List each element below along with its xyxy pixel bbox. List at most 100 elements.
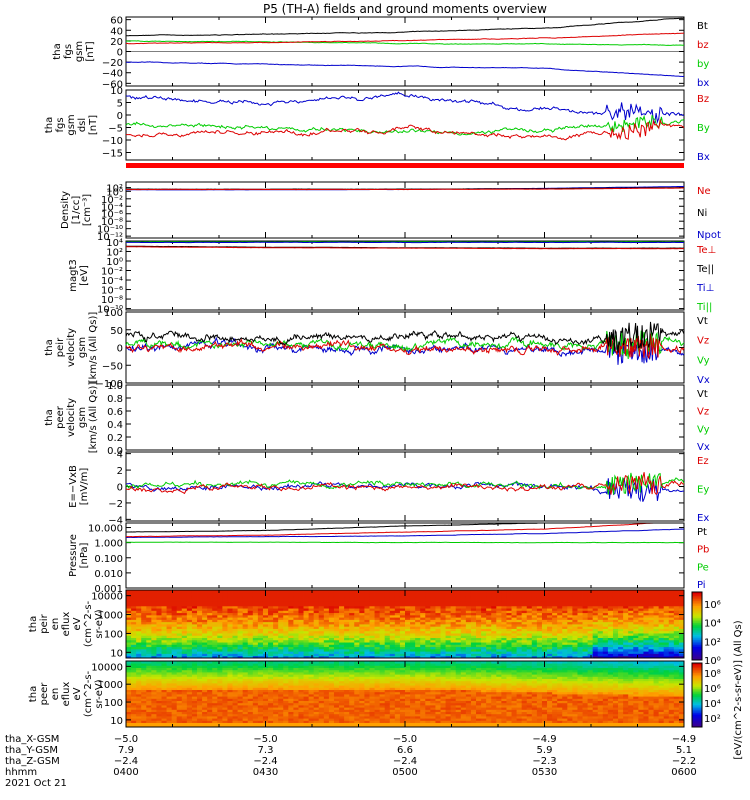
- spectrogram-cell: [582, 635, 589, 638]
- spectrogram-cell: [257, 718, 264, 721]
- spectrogram-cell: [146, 594, 152, 598]
- spectrogram-cell: [131, 599, 137, 602]
- spectrogram-cell: [405, 639, 411, 643]
- spectrogram-cell: [379, 614, 386, 618]
- spectrogram-cell: [262, 644, 269, 648]
- spectrogram-cell: [602, 635, 609, 638]
- spectrogram-cell: [592, 596, 599, 600]
- spectrogram-cell: [410, 637, 416, 641]
- spectrogram-cell: [470, 648, 477, 652]
- spectrogram-cell: [186, 651, 193, 654]
- spectrogram-cell: [136, 642, 142, 645]
- legend-vx: Vx: [697, 442, 710, 453]
- spectrogram-cell: [268, 672, 274, 675]
- spectrogram-cell: [633, 651, 639, 654]
- spectrogram-cell: [136, 630, 142, 634]
- spectrogram-cell: [618, 630, 624, 634]
- spectrogram-cell: [313, 702, 320, 706]
- spectrogram-cell: [151, 718, 157, 721]
- spectrogram-cell: [217, 655, 223, 659]
- spectrogram-cell: [547, 610, 553, 614]
- spectrogram-cell: [333, 711, 340, 715]
- spectrogram-cell: [202, 683, 208, 686]
- spectrogram-cell: [405, 590, 411, 593]
- spectrogram-cell: [288, 709, 294, 712]
- spectrogram-cell: [207, 683, 213, 686]
- spectrogram-cell: [227, 603, 233, 607]
- spectrogram-cell: [638, 617, 644, 620]
- spectrogram-cell: [638, 628, 644, 632]
- spectrogram-cell: [318, 610, 325, 614]
- spectrogram-cell: [126, 680, 132, 684]
- spectrogram-cell: [126, 603, 132, 607]
- spectrogram-cell: [197, 603, 203, 607]
- spectrogram-cell: [217, 722, 223, 726]
- spectrogram-cell: [186, 612, 193, 616]
- spectrogram-cell: [323, 665, 330, 668]
- spectrogram-cell: [161, 612, 167, 616]
- spectrogram-cell: [587, 626, 594, 629]
- spectrogram-cell: [197, 711, 203, 715]
- spectrogram-cell: [557, 635, 563, 638]
- spectrogram-cell: [313, 687, 320, 690]
- spectrogram-cell: [577, 633, 583, 636]
- spectrogram-cell: [440, 628, 446, 632]
- spectrogram-cell: [141, 648, 147, 652]
- spectrogram-cell: [146, 683, 152, 686]
- spectrogram-cell: [308, 599, 315, 602]
- spectrogram-cell: [303, 694, 310, 697]
- spectrogram-cell: [597, 605, 604, 609]
- spectrogram-cell: [643, 633, 649, 636]
- spectrogram-cell: [151, 653, 157, 657]
- spectrogram-cell: [349, 628, 355, 632]
- spectrogram-cell: [663, 653, 670, 657]
- spectrogram-cell: [592, 639, 599, 643]
- spectrogram-cell: [333, 639, 340, 643]
- spectrogram-cell: [166, 590, 173, 593]
- spectrogram-cell: [257, 669, 264, 673]
- spectrogram-cell: [227, 665, 233, 668]
- spectrogram-cell: [268, 617, 274, 620]
- spectrogram-cell: [643, 614, 649, 618]
- spectrogram-cell: [278, 707, 284, 710]
- spectrogram-cell: [141, 619, 147, 623]
- spectrogram-cell: [633, 646, 639, 650]
- spectrogram-cell: [176, 716, 183, 719]
- spectrogram-cell: [318, 667, 325, 671]
- spectrogram-cell: [171, 678, 178, 682]
- spectrogram-cell: [278, 720, 284, 723]
- spectrogram-cell: [237, 599, 244, 602]
- spectrogram-cell: [486, 612, 492, 616]
- spectrogram-cell: [430, 605, 436, 609]
- spectrogram-cell: [161, 639, 167, 643]
- spectrogram-cell: [288, 599, 294, 602]
- spectrogram-cell: [232, 724, 238, 728]
- spectrogram-cell: [562, 624, 568, 627]
- spectrogram-cell: [440, 651, 446, 654]
- spectrogram-cell: [450, 608, 457, 611]
- spectrogram-cell: [262, 646, 269, 650]
- spectrogram-cell: [298, 655, 304, 659]
- spectrogram-cell: [252, 713, 259, 717]
- spectrogram-cell: [597, 614, 604, 618]
- spectrogram-cell: [126, 630, 132, 634]
- spectrogram-cell: [323, 667, 330, 671]
- spectrogram-cell: [217, 644, 223, 648]
- spectrogram-cell: [237, 648, 244, 652]
- spectrogram-cell: [369, 637, 375, 641]
- spectrogram-cell: [176, 700, 183, 704]
- spectrogram-cell: [303, 724, 310, 728]
- spectrogram-cell: [283, 590, 289, 593]
- spectrogram-cell: [506, 619, 512, 623]
- spectrogram-cell: [308, 691, 315, 695]
- spectrogram-cell: [257, 700, 264, 704]
- spectrogram-cell: [278, 700, 284, 704]
- spectrogram-cell: [283, 709, 289, 712]
- spectrogram-cell: [313, 592, 320, 595]
- spectrogram-cell: [146, 599, 152, 602]
- spectrogram-cell: [506, 608, 512, 611]
- spectrogram-cell: [491, 624, 497, 627]
- spectrogram-cell: [273, 696, 279, 699]
- spectrogram-cell: [399, 621, 406, 625]
- spectrogram-cell: [318, 646, 325, 650]
